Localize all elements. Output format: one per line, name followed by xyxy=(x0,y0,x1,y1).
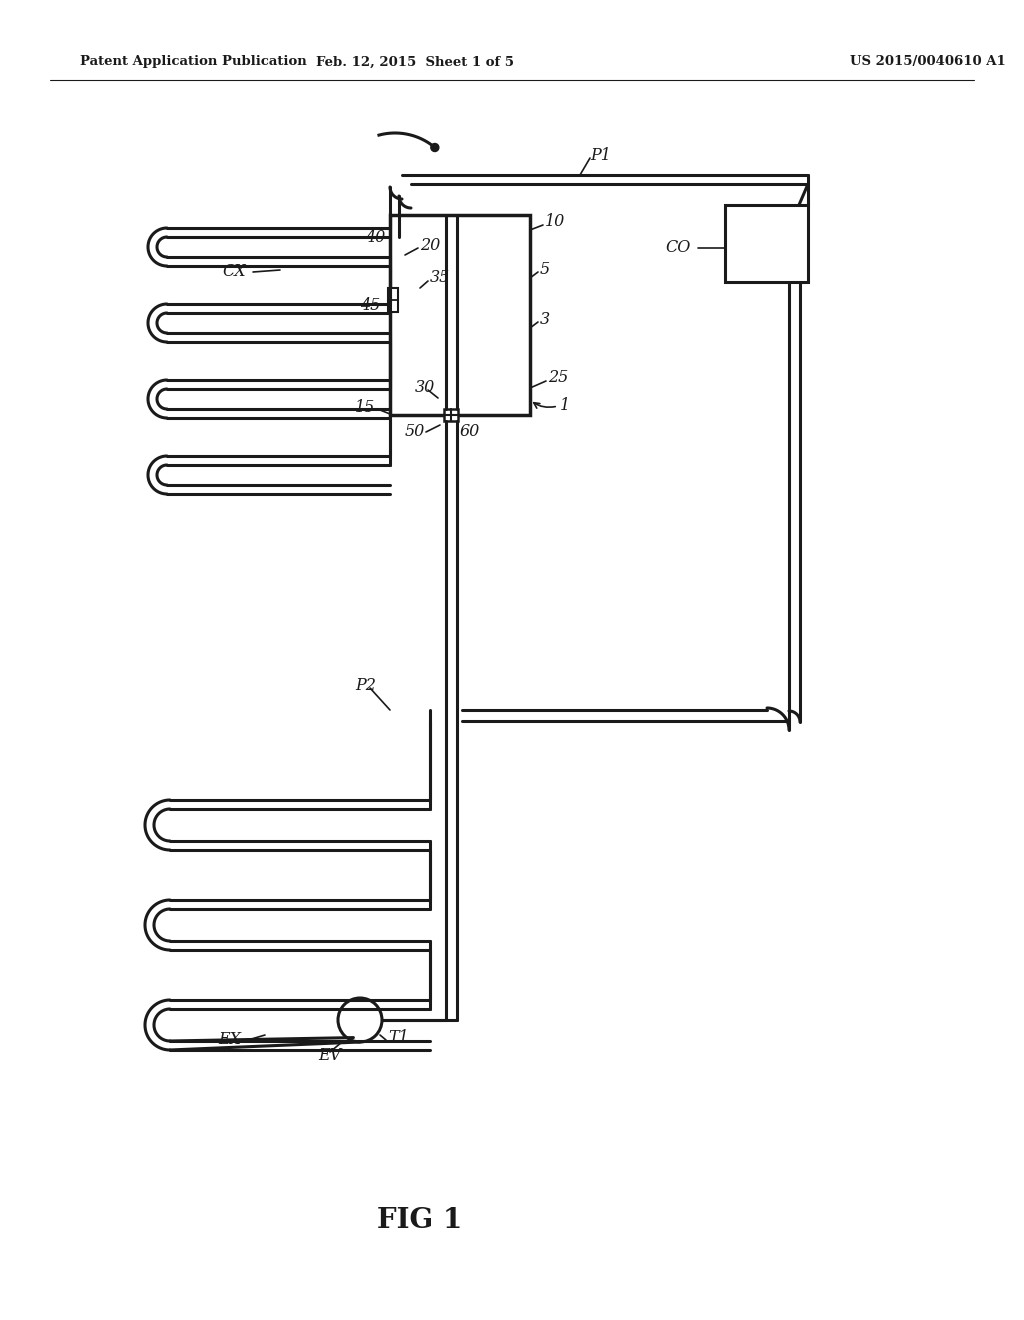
Text: FIG 1: FIG 1 xyxy=(378,1206,463,1233)
Text: Feb. 12, 2015  Sheet 1 of 5: Feb. 12, 2015 Sheet 1 of 5 xyxy=(316,55,514,69)
Text: 10: 10 xyxy=(545,214,565,231)
Text: 45: 45 xyxy=(360,297,380,314)
Text: P2: P2 xyxy=(355,676,376,693)
Circle shape xyxy=(431,144,439,152)
Text: 30: 30 xyxy=(415,380,435,396)
Text: 3: 3 xyxy=(540,312,550,329)
Text: 15: 15 xyxy=(355,400,375,417)
Text: 60: 60 xyxy=(460,424,480,441)
Text: 1: 1 xyxy=(560,396,570,413)
Bar xyxy=(444,409,458,421)
Text: 20: 20 xyxy=(420,236,440,253)
Text: 25: 25 xyxy=(548,370,568,387)
Text: 5: 5 xyxy=(540,261,550,279)
Text: CO: CO xyxy=(665,239,690,256)
Text: CX: CX xyxy=(222,264,246,281)
Text: P1: P1 xyxy=(590,147,611,164)
Bar xyxy=(725,205,808,282)
Bar xyxy=(388,288,398,312)
Text: EV: EV xyxy=(318,1047,341,1064)
Text: EX: EX xyxy=(218,1031,241,1048)
Text: 35: 35 xyxy=(430,269,451,286)
Text: T1: T1 xyxy=(388,1030,409,1047)
Text: 50: 50 xyxy=(406,424,425,441)
Circle shape xyxy=(338,998,382,1041)
Text: Patent Application Publication: Patent Application Publication xyxy=(80,55,307,69)
Bar xyxy=(390,215,530,414)
Text: US 2015/0040610 A1: US 2015/0040610 A1 xyxy=(850,55,1006,69)
Text: 40: 40 xyxy=(365,230,385,247)
